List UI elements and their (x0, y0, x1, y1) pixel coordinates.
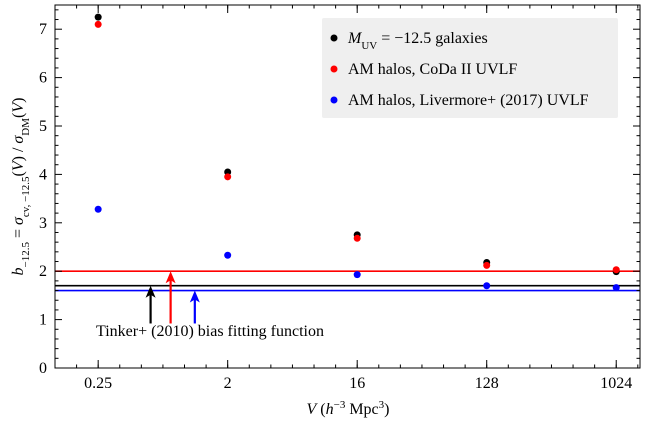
legend: MUV = −12.5 galaxies AM halos, CoDa II UV… (322, 18, 618, 118)
y-tick-label: 2 (39, 263, 47, 280)
legend-label-0: MUV = −12.5 galaxies (347, 30, 488, 52)
legend-marker-0 (330, 34, 338, 42)
y-tick-label: 1 (39, 312, 47, 329)
legend-box (322, 18, 618, 118)
y-tick-label: 3 (39, 215, 47, 232)
plot-area (55, 13, 640, 324)
data-point-s0-0 (94, 13, 102, 21)
legend-marker-2 (330, 96, 338, 104)
y-axis-label: b−12.5 = σcv, −12.5(V) / σDM(V) (10, 98, 32, 276)
data-point-s2-0 (94, 205, 102, 213)
y-tick-label: 0 (39, 360, 47, 377)
plot-frame (54, 4, 641, 369)
legend-marker-1 (330, 65, 338, 73)
y-tick-label: 6 (39, 70, 47, 87)
data-point-s1-4 (612, 266, 620, 274)
data-point-s2-4 (612, 284, 620, 292)
x-tick-label: 0.25 (84, 375, 112, 392)
arrow-0 (145, 285, 156, 324)
annotation: Tinker+ (2010) bias fitting function (96, 323, 324, 340)
arrow-1 (165, 271, 176, 324)
data-point-s2-2 (353, 271, 361, 279)
data-point-s1-2 (353, 234, 361, 242)
legend-label-2: AM halos, Livermore+ (2017) UVLF (348, 92, 589, 109)
y-tick-label: 5 (39, 118, 47, 135)
x-axis-label: V (h−3 Mpc3) (307, 399, 390, 418)
data-point-s2-1 (224, 251, 232, 259)
x-tick-label: 2 (224, 375, 232, 392)
x-tick-label: 16 (349, 375, 365, 392)
x-tick-label: 1024 (600, 375, 632, 392)
data-point-s0-1 (224, 168, 232, 176)
data-point-s1-3 (483, 261, 491, 269)
data-point-s1-0 (94, 20, 102, 28)
data-point-s1-1 (224, 173, 232, 181)
arrow-2 (189, 290, 200, 324)
axes: 0 1 2 3 4 5 6 7 0.25 2 16 128 1024 V (h−3 Mpc3) b−12.5… (10, 4, 641, 418)
y-tick-label: 4 (39, 166, 47, 183)
annotation-label: Tinker+ (2010) bias fitting function (96, 323, 324, 340)
legend-label-1: AM halos, CoDa II UVLF (348, 61, 517, 78)
x-tick-label: 128 (475, 375, 499, 392)
data-point-s2-3 (483, 282, 491, 290)
y-tick-label: 7 (39, 21, 47, 38)
